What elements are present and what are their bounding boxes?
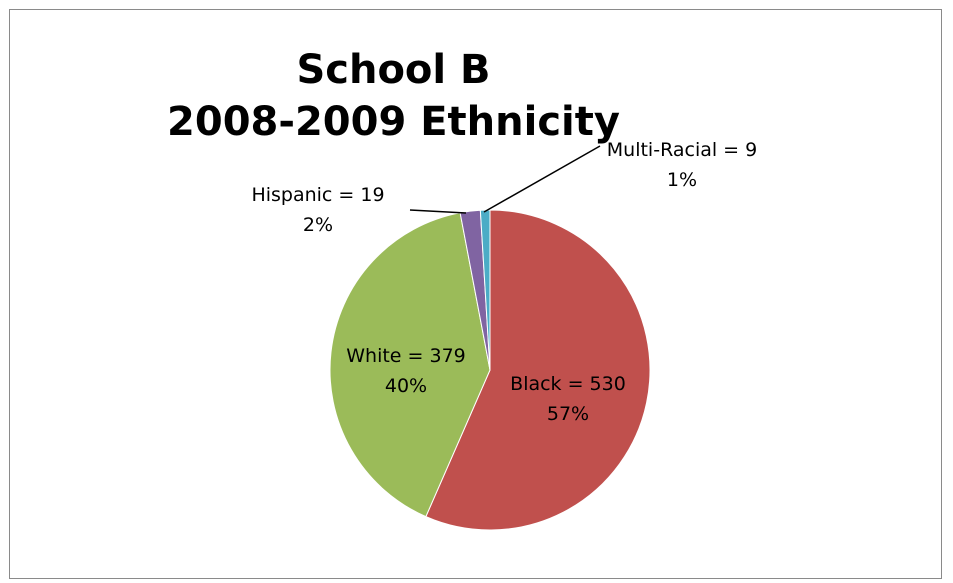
pie-slice-multi-racial (479, 209, 491, 371)
slice-labels: Black = 530 57% White = 379 40% Hispanic = 1… (251, 139, 757, 425)
pie-slice-black (425, 209, 651, 531)
slice-label-percent-multi-racial: 1% (667, 169, 697, 191)
leader-lines (409, 145, 601, 214)
pie-slice-white (329, 212, 491, 518)
slice-label-text-black: Black = 530 (510, 373, 626, 395)
leader-line-hispanic (409, 209, 467, 214)
slice-label-multi-racial: Multi-Racial = 9 1% (607, 139, 757, 191)
slice-label-percent-white: 40% (385, 375, 427, 397)
slice-label-text-multi-racial: Multi-Racial = 9 (607, 139, 757, 161)
slice-label-percent-black: 57% (547, 403, 589, 425)
slice-label-black: Black = 530 57% (510, 373, 626, 425)
slice-label-white: White = 379 40% (346, 345, 466, 397)
pie-slices (329, 209, 651, 531)
slice-label-text-hispanic: Hispanic = 19 (251, 184, 384, 206)
slice-label-hispanic: Hispanic = 19 2% (251, 184, 384, 236)
slice-label-percent-hispanic: 2% (303, 214, 333, 236)
leader-line-multi-racial (483, 145, 601, 213)
slice-label-text-white: White = 379 (346, 345, 466, 367)
